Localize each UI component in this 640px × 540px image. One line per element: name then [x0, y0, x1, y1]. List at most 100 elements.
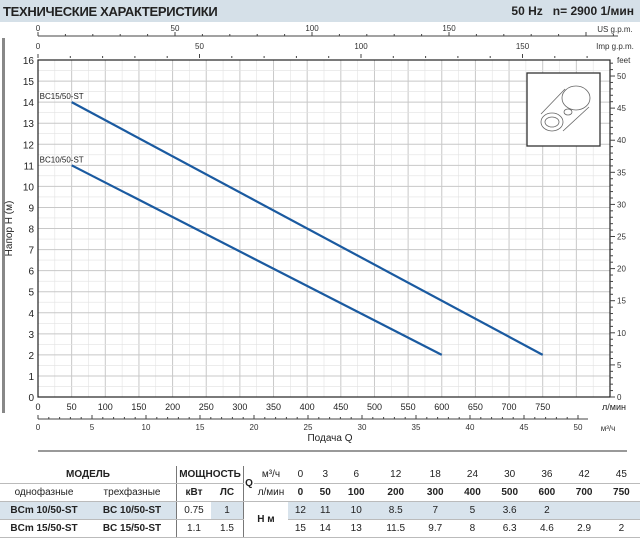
head-value: 8.5 [374, 501, 417, 520]
y-tick-label: 9 [28, 203, 34, 214]
x-unit-label: л/мин [602, 402, 626, 412]
hp-value: 1.5 [211, 519, 244, 538]
x-tick-label: 500 [367, 402, 382, 412]
feet-tick-label: 5 [617, 361, 622, 370]
lmin-value: 750 [602, 483, 640, 502]
head-value: 11 [312, 501, 338, 520]
head-value: 3.6 [491, 501, 529, 520]
feet-tick-label: 10 [617, 329, 626, 338]
kw-value: 1.1 [176, 519, 211, 538]
m3h-tick-label: 5 [90, 423, 95, 432]
y-tick-label: 4 [28, 309, 34, 320]
speed: n= 2900 1/мин [552, 4, 634, 18]
x-tick-label: 600 [434, 402, 449, 412]
x-tick-label: 700 [502, 402, 517, 412]
m3h-value: 24 [453, 466, 492, 484]
feet-unit-label: feet [617, 56, 631, 65]
head-value: 6.3 [491, 519, 529, 538]
kw-value: 0.75 [176, 501, 211, 520]
q-header: Q [243, 466, 254, 502]
hp-header: ЛС [211, 483, 244, 502]
head-value: 8 [453, 519, 492, 538]
x-tick-label: 250 [199, 402, 214, 412]
m3h-tick-label: 10 [142, 423, 151, 432]
table-row: BCm 10/50-ST BC 10/50-ST 0.75 1 Н м 12 11… [0, 501, 640, 538]
x-tick-label: 400 [300, 402, 315, 412]
head-value: 2 [602, 519, 640, 538]
head-value: 14 [312, 519, 338, 538]
m3h-tick-label: 30 [358, 423, 367, 432]
feet-tick-label: 30 [617, 200, 626, 209]
model-three: BC 15/50-ST [88, 519, 177, 538]
m3h-value: 30 [491, 466, 529, 484]
head-value: 2.9 [565, 519, 603, 538]
head-value [602, 501, 640, 520]
head-value: 15 [288, 519, 313, 538]
x-tick-label: 100 [98, 402, 113, 412]
x-tick-label: 550 [401, 402, 416, 412]
us-gpm-tick-label: 100 [305, 24, 319, 33]
y-tick-label: 11 [24, 161, 35, 172]
left-bar [2, 38, 5, 413]
model-single: BCm 15/50-ST [0, 519, 88, 538]
y-tick-label: 8 [28, 225, 34, 236]
y-tick-label: 10 [23, 182, 35, 193]
m3h-tick-label: 0 [36, 423, 41, 432]
feet-tick-label: 25 [617, 233, 626, 242]
hp-value: 1 [211, 501, 244, 520]
m3h-tick-label: 25 [304, 423, 313, 432]
imp-gpm-unit-label: Imp g.p.m. [596, 42, 634, 51]
head-value: 10 [337, 501, 375, 520]
m3h-value: 42 [565, 466, 603, 484]
x-tick-label: 50 [67, 402, 77, 412]
head-value: 9.7 [416, 519, 454, 538]
feet-tick-label: 0 [617, 393, 622, 402]
feet-tick-label: 45 [617, 104, 626, 113]
x-tick-label: 650 [468, 402, 483, 412]
y-axis-title: Напор H (м) [4, 201, 15, 257]
table-row: BCm 15/50-ST BC 15/50-ST 1.1 1.5 15 14 13 1… [0, 519, 640, 538]
lmin-value: 400 [453, 483, 492, 502]
imp-gpm-tick-label: 50 [195, 42, 204, 51]
pump-icon [540, 85, 591, 132]
model-three: BC 10/50-ST [88, 501, 177, 520]
m3h-value: 45 [602, 466, 640, 484]
us-gpm-tick-label: 0 [36, 24, 41, 33]
m3h-tick-label: 15 [196, 423, 205, 432]
pump-image-frame [526, 72, 601, 147]
performance-table: МОДЕЛЬ МОЩНОСТЬ Q м³/ч 0 3 6 12 18 24 30 36 42 45… [0, 466, 640, 538]
m3h-tick-label: 50 [574, 423, 583, 432]
page-title: ТЕХНИЧЕСКИЕ ХАРАКТЕРИСТИКИ [3, 4, 218, 19]
frequency: 50 Hz [511, 4, 543, 18]
m3h-unit: м³/ч [254, 466, 288, 484]
head-value: 7 [416, 501, 454, 520]
head-value [565, 501, 603, 520]
head-value: 12 [288, 501, 313, 520]
x-tick-label: 450 [333, 402, 348, 412]
lmin-value: 50 [312, 483, 338, 502]
x-tick-label: 750 [535, 402, 550, 412]
head-unit: Н м [243, 501, 288, 538]
m3h-tick-label: 35 [412, 423, 421, 432]
m3h-unit-label: м³/ч [601, 424, 616, 433]
us-gpm-tick-label: 150 [442, 24, 456, 33]
kw-header: кВт [176, 483, 211, 502]
three-phase-header: трехфазные [88, 483, 177, 502]
y-tick-label: 15 [23, 77, 35, 88]
head-value: 2 [528, 501, 566, 520]
feet-tick-label: 50 [617, 72, 626, 81]
lmin-value: 200 [374, 483, 417, 502]
y-tick-label: 5 [28, 288, 34, 299]
lmin-value: 100 [337, 483, 375, 502]
head-value: 11.5 [374, 519, 417, 538]
x-tick-label: 300 [232, 402, 247, 412]
m3h-value: 3 [312, 466, 338, 484]
lmin-value: 700 [565, 483, 603, 502]
m3h-tick-label: 45 [520, 423, 529, 432]
single-phase-header: однофазные [0, 483, 88, 502]
x-tick-label: 0 [35, 402, 40, 412]
y-tick-label: 3 [28, 330, 34, 341]
imp-gpm-tick-label: 100 [354, 42, 368, 51]
imp-gpm-tick-label: 0 [36, 42, 41, 51]
